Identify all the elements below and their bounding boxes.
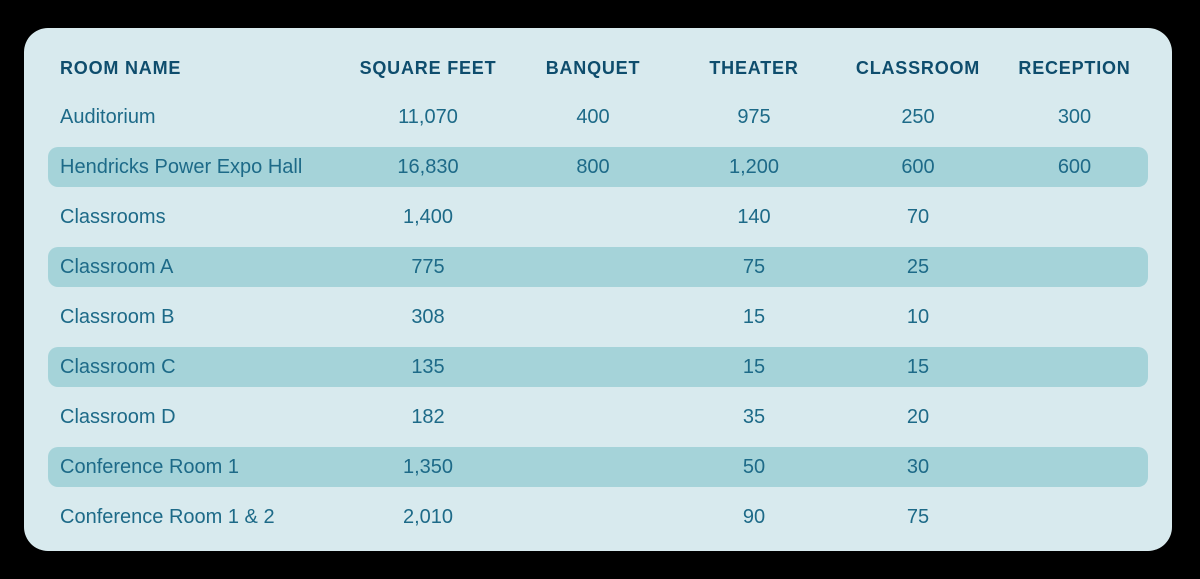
room-capacity-panel: ROOM NAME SQUARE FEET BANQUET THEATER CLASSR… (24, 28, 1172, 551)
capacity-value-cell: 775 (411, 255, 445, 278)
room-name-cell: Classroom D (60, 405, 176, 428)
room-name-cell: Conference Room 1 (60, 455, 239, 478)
room-name-cell: Classrooms (60, 205, 166, 228)
table-row-conference-room-1-2: Conference Room 1 & 2 2,010 90 75 (48, 497, 1148, 537)
table-row-classroom-a: Classroom A 775 75 25 (48, 247, 1148, 287)
table-row-classroom-c: Classroom C 135 15 15 (48, 347, 1148, 387)
capacity-value-cell: 308 (411, 305, 445, 328)
capacity-value-cell: 975 (737, 105, 771, 128)
capacity-value-cell: 1,400 (402, 205, 454, 228)
table-row-hendricks-power-expo-hall: Hendricks Power Expo Hall 16,830 800 1,200 6… (48, 147, 1148, 187)
capacity-value-cell: 1,350 (402, 455, 454, 478)
capacity-value-cell: 70 (906, 205, 930, 228)
capacity-value-cell: 25 (906, 255, 930, 278)
capacity-value-cell: 15 (906, 355, 930, 378)
table-row-auditorium: Auditorium 11,070 400 975 250 300 (48, 97, 1148, 137)
table-row-conference-room-1: Conference Room 1 1,350 50 30 (48, 447, 1148, 487)
table-row-classrooms: Classrooms 1,400 140 70 (48, 197, 1148, 237)
capacity-value-cell: 400 (576, 105, 610, 128)
column-header-reception: RECEPTION (1018, 57, 1131, 78)
capacity-value-cell: 15 (742, 305, 766, 328)
capacity-value-cell: 140 (737, 205, 771, 228)
room-name-cell: Auditorium (60, 105, 156, 128)
capacity-value-cell: 600 (1057, 155, 1092, 178)
capacity-value-cell: 1,200 (728, 155, 780, 178)
capacity-value-cell: 15 (742, 355, 766, 378)
capacity-value-cell: 50 (742, 455, 766, 478)
capacity-value-cell: 30 (906, 455, 930, 478)
capacity-value-cell: 35 (742, 405, 766, 428)
capacity-value-cell: 10 (906, 305, 930, 328)
capacity-value-cell: 75 (742, 255, 766, 278)
column-header-room-name: ROOM NAME (60, 57, 182, 78)
table-header-row: ROOM NAME SQUARE FEET BANQUET THEATER CLASSR… (48, 44, 1148, 92)
capacity-value-cell: 90 (742, 505, 766, 528)
capacity-value-cell: 600 (901, 155, 935, 178)
room-name-cell: Hendricks Power Expo Hall (60, 155, 303, 178)
capacity-table: ROOM NAME SQUARE FEET BANQUET THEATER CLASSR… (48, 44, 1148, 542)
capacity-value-cell: 75 (906, 505, 930, 528)
capacity-value-cell: 16,830 (397, 155, 459, 178)
capacity-value-cell: 11,070 (398, 105, 458, 128)
column-header-classroom: CLASSROOM (855, 57, 981, 78)
table-row-classroom-b: Classroom B 308 15 10 (48, 297, 1148, 337)
column-header-banquet: BANQUET (545, 57, 641, 78)
room-name-cell: Classroom A (60, 255, 174, 278)
table-row-classroom-d: Classroom D 182 35 20 (48, 397, 1148, 437)
column-header-square-feet: SQUARE FEET (359, 57, 497, 78)
capacity-value-cell: 250 (901, 105, 935, 128)
capacity-value-cell: 800 (576, 155, 610, 178)
room-name-cell: Classroom B (60, 305, 175, 328)
capacity-value-cell: 300 (1057, 105, 1092, 128)
capacity-value-cell: 20 (906, 405, 930, 428)
column-header-theater: THEATER (709, 57, 799, 78)
capacity-value-cell: 182 (411, 405, 445, 428)
capacity-value-cell: 2,010 (402, 505, 454, 528)
capacity-value-cell: 135 (411, 355, 445, 378)
room-name-cell: Conference Room 1 & 2 (60, 505, 275, 528)
room-name-cell: Classroom C (60, 355, 176, 378)
